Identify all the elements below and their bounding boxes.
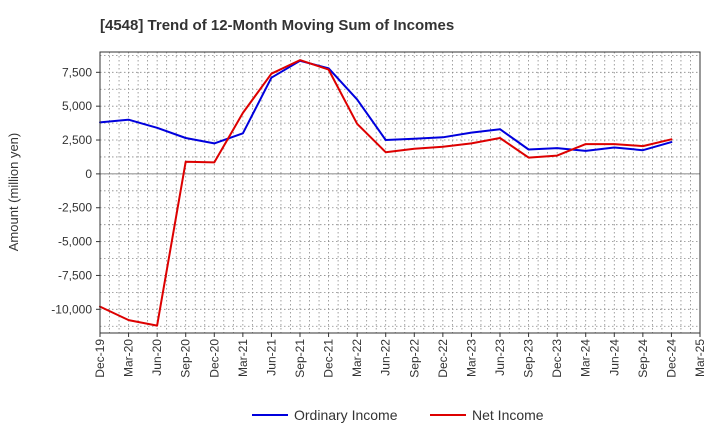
series-line-ordinary-income bbox=[99, 59, 673, 152]
x-tick-label: Sep-21 bbox=[293, 339, 307, 378]
y-tick-label: 5,000 bbox=[62, 99, 92, 113]
legend-label-net-income: Net Income bbox=[472, 407, 544, 423]
x-tick-label: Dec-20 bbox=[207, 339, 221, 378]
series-line-net-income bbox=[99, 59, 673, 327]
x-tick-label: Jun-24 bbox=[607, 339, 621, 376]
x-tick-label: Jun-20 bbox=[150, 339, 164, 376]
series-group bbox=[99, 59, 673, 327]
x-tick-label: Sep-24 bbox=[636, 339, 650, 378]
x-tick-label: Dec-22 bbox=[436, 339, 450, 378]
x-tick-label: Sep-22 bbox=[407, 339, 421, 378]
x-tick-label: Jun-21 bbox=[264, 339, 278, 376]
x-tick-label: Dec-24 bbox=[664, 339, 678, 378]
legend: Ordinary Income Net Income bbox=[252, 407, 544, 423]
x-tick-label: Sep-23 bbox=[522, 339, 536, 378]
y-tick-label: 0 bbox=[85, 167, 92, 181]
legend-label-ordinary-income: Ordinary Income bbox=[294, 407, 398, 423]
y-axis-label: Amount (million yen) bbox=[6, 133, 21, 252]
x-tick-label: Dec-23 bbox=[550, 339, 564, 378]
x-tick-labels: Dec-19 Mar-20 Jun-20 Sep-20 Dec-20 Mar-21 Jun-… bbox=[93, 333, 707, 378]
chart-title: [4548] Trend of 12-Month Moving Sum of I… bbox=[100, 17, 454, 34]
y-tick-label: -2,500 bbox=[58, 201, 92, 215]
y-tick-label: -5,000 bbox=[58, 235, 92, 249]
x-tick-label: Mar-20 bbox=[122, 339, 136, 377]
y-tick-label: 2,500 bbox=[62, 133, 92, 147]
x-tick-label: Dec-19 bbox=[93, 339, 107, 378]
plot-border bbox=[99, 51, 701, 334]
plot-area bbox=[100, 52, 700, 333]
x-tick-label: Mar-23 bbox=[464, 339, 478, 377]
x-tick-label: Jun-22 bbox=[379, 339, 393, 376]
x-tick-label: Mar-25 bbox=[693, 339, 707, 377]
y-tick-label: 7,500 bbox=[62, 65, 92, 79]
x-tick-label: Mar-24 bbox=[579, 339, 593, 377]
y-tick-labels: 7,500 5,000 2,500 0 -2,500 -5,000 -7,500 -10,00… bbox=[51, 65, 100, 316]
y-tick-label: -10,000 bbox=[51, 302, 92, 316]
x-tick-label: Dec-21 bbox=[322, 339, 336, 378]
x-tick-label: Mar-22 bbox=[350, 339, 364, 377]
x-tick-label: Sep-20 bbox=[179, 339, 193, 378]
y-tick-label: -7,500 bbox=[58, 268, 92, 282]
x-tick-label: Jun-23 bbox=[493, 339, 507, 376]
x-tick-label: Mar-21 bbox=[236, 339, 250, 377]
